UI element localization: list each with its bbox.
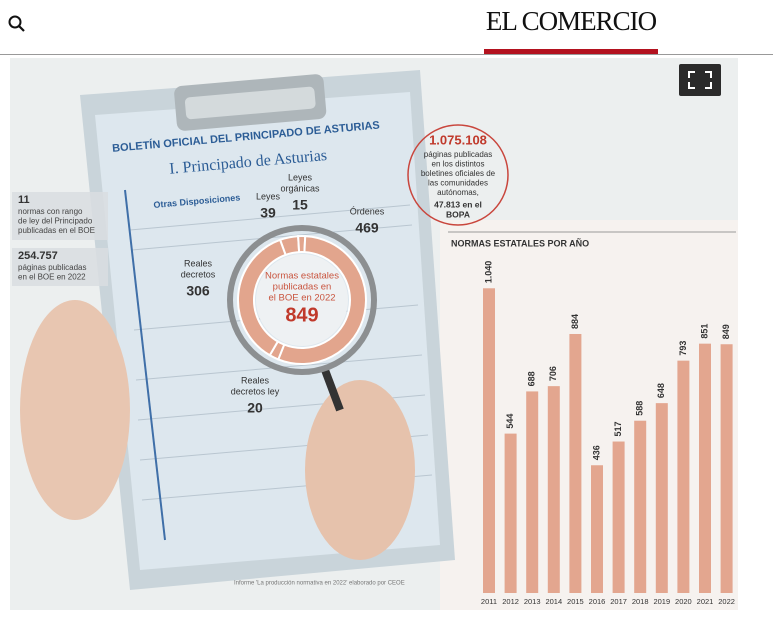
bar-value-label: 1.040 <box>483 261 493 284</box>
segment-label: Leyes <box>256 191 281 201</box>
bar-value-label: 648 <box>656 383 666 398</box>
x-tick-label: 2021 <box>697 597 714 606</box>
source: Informe 'La producción normativa en 2022… <box>234 581 405 587</box>
bar <box>526 391 539 593</box>
regional-text: las comunidades <box>428 179 488 188</box>
bar-value-label: 436 <box>591 445 601 460</box>
x-tick-label: 2017 <box>610 597 627 606</box>
bopa-text: BOPA <box>446 209 470 219</box>
segment-value: 15 <box>292 197 308 213</box>
segment-label: decretos ley <box>231 386 280 396</box>
stat-value: 254.757 <box>18 250 58 262</box>
search-button[interactable] <box>8 15 25 32</box>
donut-center-text: el BOE en 2022 <box>268 293 335 304</box>
donut-center-text: Normas estatales <box>265 271 339 282</box>
bar <box>634 420 647 593</box>
magnifier <box>227 225 377 412</box>
x-tick-label: 2011 <box>481 597 497 606</box>
bar-value-label: 849 <box>721 324 731 339</box>
stat-box <box>12 192 108 240</box>
segment-label: orgánicas <box>280 183 320 193</box>
donut-center-text: publicadas en <box>273 282 332 293</box>
stat-text: de ley del Principado <box>18 217 93 226</box>
regional-value: 1.075.108 <box>429 132 487 147</box>
bar-value-label: 544 <box>505 414 515 429</box>
x-tick-label: 2020 <box>675 597 692 606</box>
segment-value: 20 <box>247 400 263 416</box>
bar-value-label: 517 <box>613 421 623 436</box>
expand-button[interactable] <box>679 64 721 96</box>
x-tick-label: 2012 <box>502 597 519 606</box>
bar-value-label: 793 <box>678 341 688 356</box>
regional-text: páginas publicadas <box>424 150 493 159</box>
donut-segment <box>237 238 287 357</box>
bar <box>504 433 517 593</box>
segment-label: Reales <box>241 375 270 385</box>
bar-chart-title: NORMAS ESTATALES POR AÑO <box>451 238 589 248</box>
bopa-text: 47.813 en el <box>434 199 482 209</box>
bar <box>591 465 603 593</box>
x-tick-label: 2022 <box>718 597 735 606</box>
bar <box>569 333 582 593</box>
stat-text: páginas publicadas <box>18 263 87 272</box>
x-tick-label: 2019 <box>653 597 670 606</box>
segment-value: 39 <box>260 205 276 221</box>
segment-label: decretos <box>181 269 216 279</box>
bar <box>483 288 495 593</box>
bar-value-label: 588 <box>635 401 645 416</box>
x-tick-label: 2015 <box>567 597 584 606</box>
x-tick-label: 2016 <box>589 597 606 606</box>
regional-text: en los distintos <box>432 160 485 169</box>
stat-text: normas con rango <box>18 207 83 216</box>
regional-text: autónomas, <box>437 188 479 197</box>
segment-value: 469 <box>355 220 379 236</box>
segment-value: 306 <box>186 283 210 299</box>
logo[interactable]: EL COMERCIO <box>486 6 658 36</box>
stat-text: en el BOE en 2022 <box>18 273 86 282</box>
bar-value-label: 688 <box>527 371 537 386</box>
donut-segment <box>276 235 367 365</box>
hands <box>20 300 415 560</box>
bar <box>612 441 625 593</box>
segment-label: Reales <box>184 258 213 268</box>
donut-total: 849 <box>285 304 318 326</box>
bar <box>655 403 668 593</box>
stat-value: 11 <box>18 194 30 206</box>
bar <box>720 344 733 593</box>
x-tick-label: 2018 <box>632 597 649 606</box>
regional-text: boletines oficiales de <box>421 169 496 178</box>
bar <box>699 343 711 593</box>
x-tick-label: 2013 <box>524 597 541 606</box>
bar-value-label: 706 <box>548 366 558 381</box>
segment-label: Órdenes <box>350 206 385 216</box>
x-tick-label: 2014 <box>545 597 562 606</box>
bar-value-label: 884 <box>570 314 580 329</box>
bar <box>547 386 560 593</box>
logo-underline <box>484 49 658 54</box>
bar <box>677 360 690 593</box>
bar-value-label: 851 <box>699 324 709 339</box>
regional-circle <box>407 124 509 226</box>
stat-box <box>12 248 108 286</box>
segment-label: Leyes <box>288 172 313 182</box>
stat-text: publicadas en el BOE <box>18 226 95 235</box>
